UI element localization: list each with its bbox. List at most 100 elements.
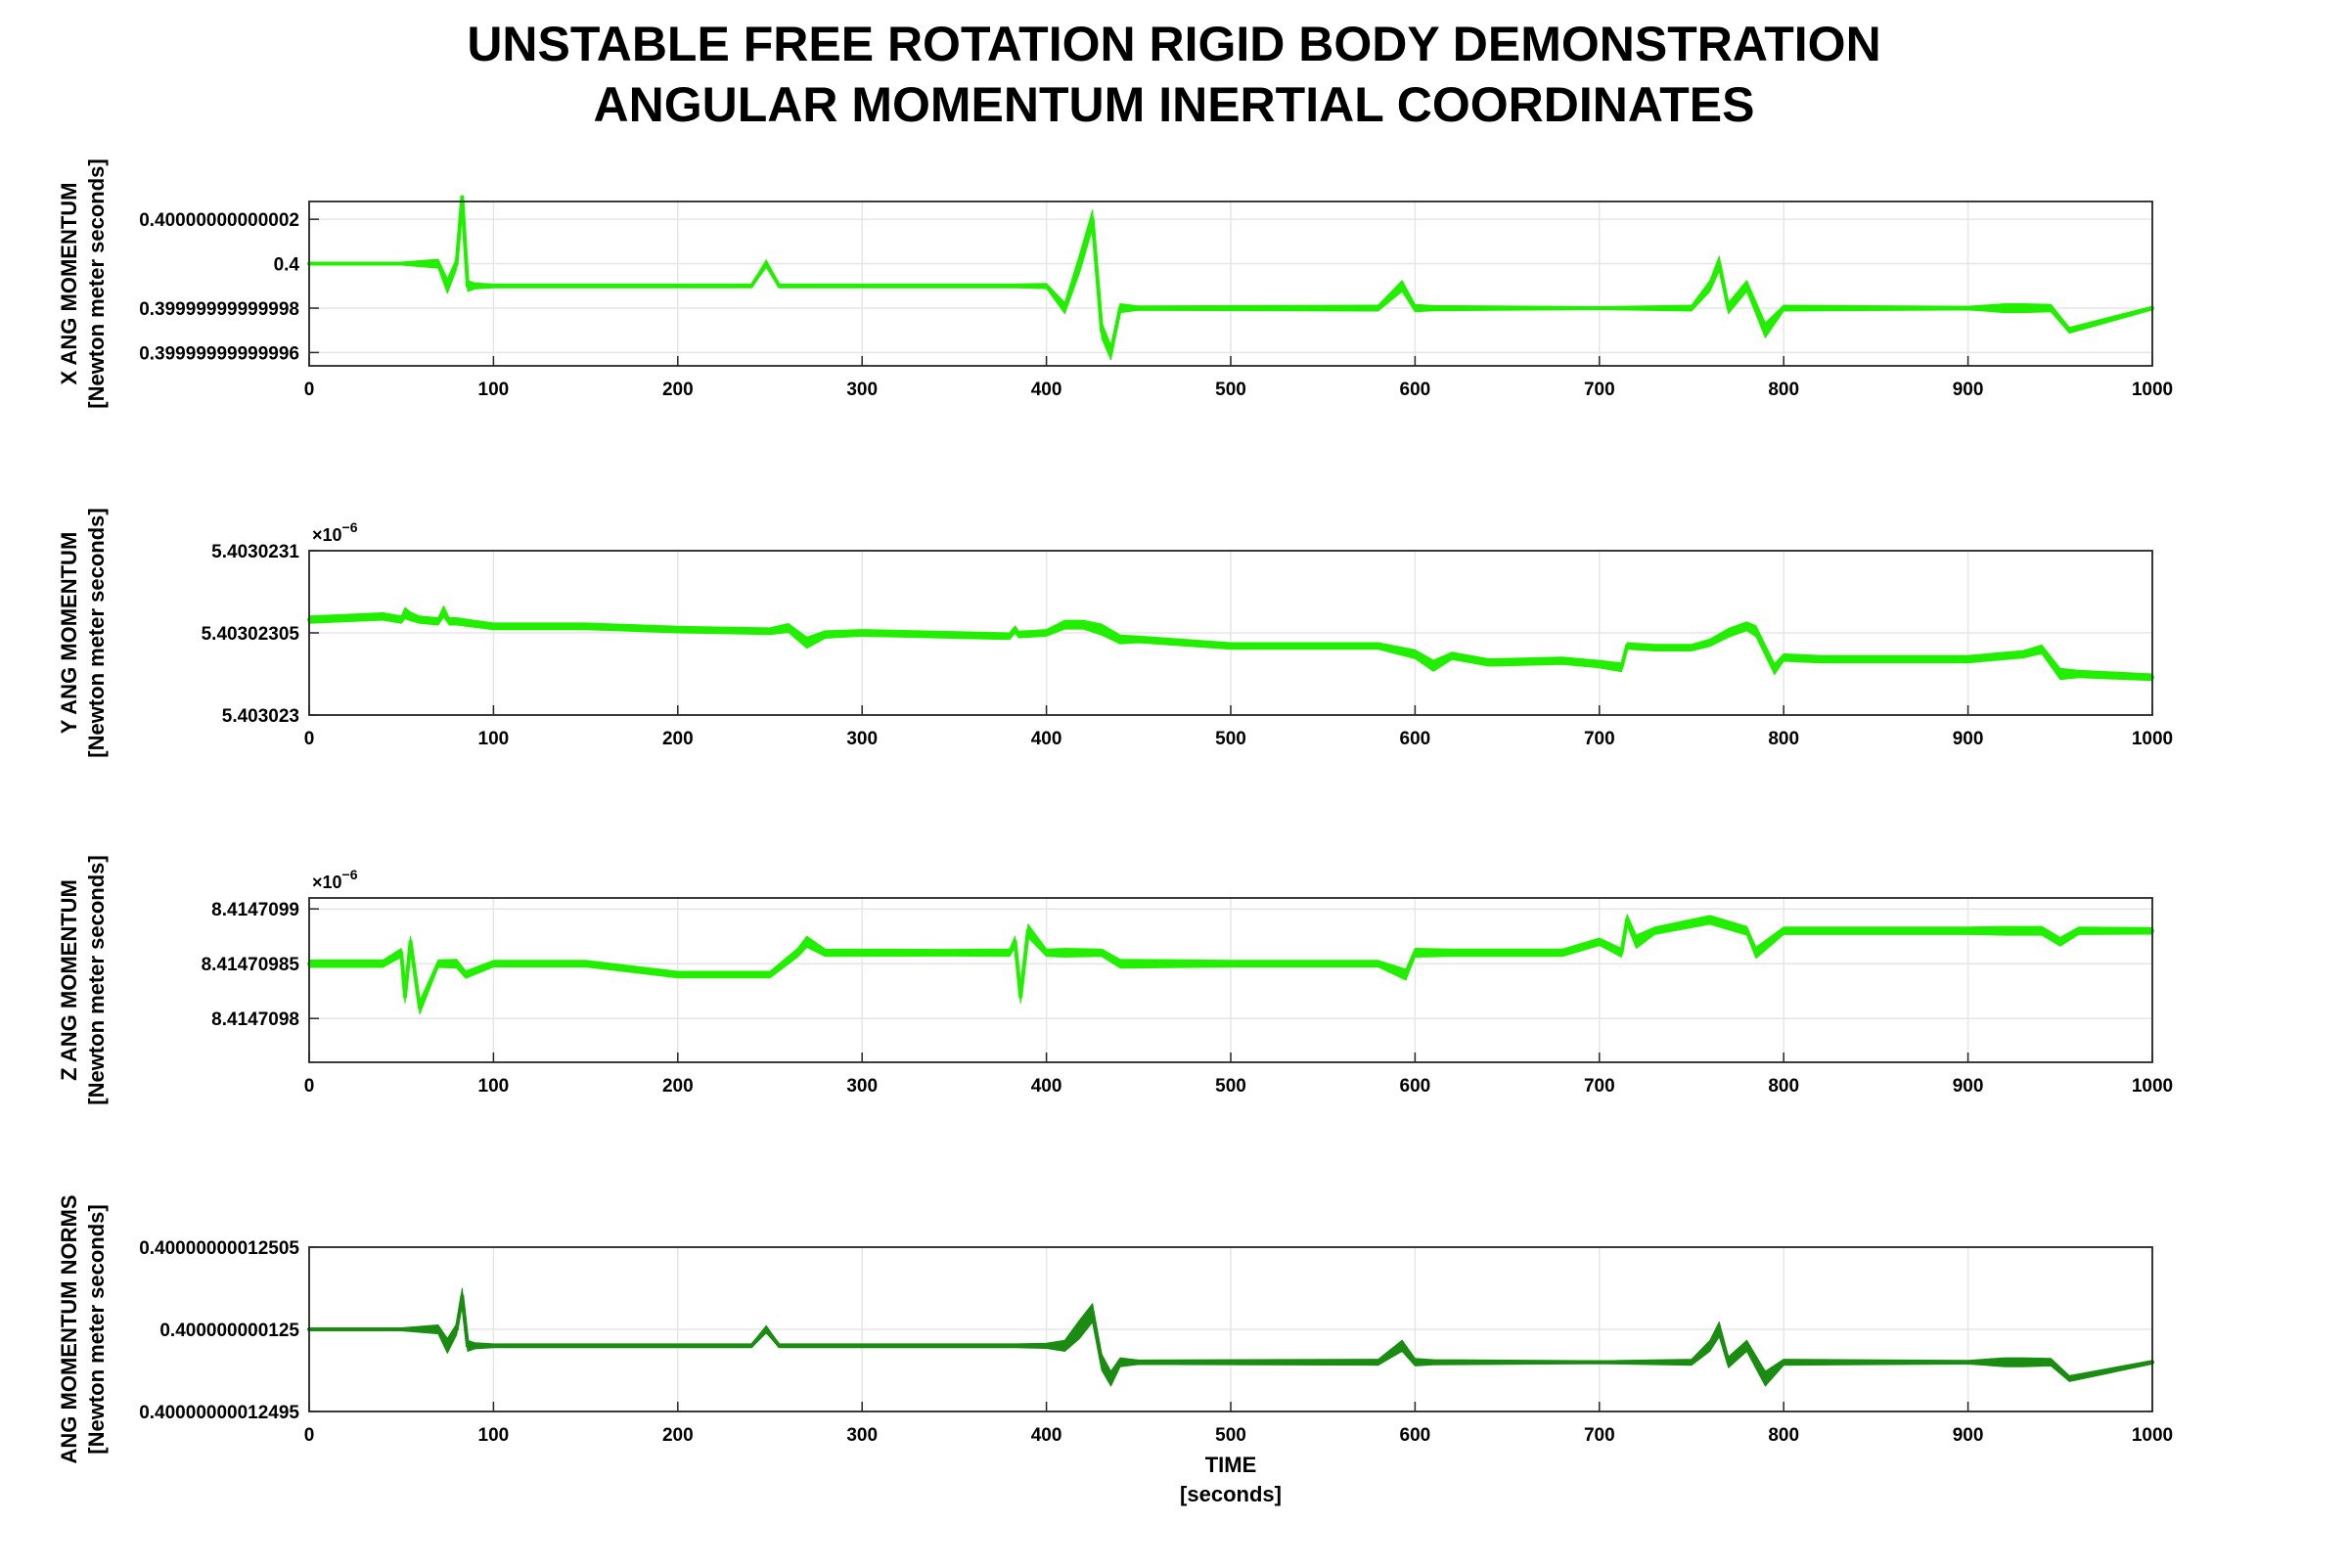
data-point [2040, 928, 2044, 933]
data-point [804, 939, 809, 944]
subplot-2: 0 100 200 300 400 500 600 700 800 900 1000 5.403023… [57, 508, 2173, 758]
data-point [1400, 284, 1405, 289]
data-point [777, 284, 782, 289]
data-point [2003, 928, 2008, 933]
data-point [1450, 653, 1455, 658]
x-tick-label: 600 [1400, 729, 1431, 749]
data-point [399, 1327, 404, 1331]
y-tick-label: 0.4 [274, 255, 300, 276]
data-point [403, 610, 407, 615]
data-point [823, 951, 828, 955]
data-point [1100, 951, 1105, 955]
data-point [2040, 647, 2044, 651]
data-point [1707, 284, 1712, 289]
x-tick-label: 800 [1768, 729, 1799, 749]
x-axis-unit-label: [seconds] [1180, 1482, 1282, 1506]
data-point [435, 261, 440, 266]
x-tick-label: 800 [1768, 380, 1799, 400]
data-point [435, 962, 440, 966]
data-point [2021, 651, 2026, 656]
data-point [1013, 939, 1017, 944]
data-point [1726, 631, 1731, 635]
data-point [399, 261, 404, 266]
data-point [2021, 1360, 2026, 1365]
data-point [1108, 1376, 1113, 1381]
data-point [454, 962, 459, 966]
x-tick-label: 100 [478, 729, 510, 749]
y-tick-label: 5.4030231 [211, 542, 299, 562]
y-tick-label: 0.40000000012495 [139, 1403, 299, 1423]
data-point [749, 284, 754, 289]
data-point [1726, 306, 1731, 310]
subplot-1: 0 100 200 300 400 500 600 700 800 900 1000 0.400000… [57, 158, 2173, 409]
data-point [491, 1343, 496, 1348]
data-point [408, 939, 413, 944]
data-point [1431, 1360, 1436, 1365]
data-point [1376, 1360, 1380, 1365]
data-point [1782, 306, 1786, 310]
axes-frame [308, 1246, 2153, 1412]
axes-frame [308, 201, 2153, 367]
data-point [675, 1343, 680, 1348]
data-point [2067, 1376, 2072, 1381]
y-axis-label: Y ANG MOMENTUM [57, 532, 81, 735]
data-point [1772, 667, 1777, 671]
data-point [445, 1343, 450, 1348]
data-point [1400, 1343, 1405, 1348]
data-point [952, 951, 957, 955]
data-point [804, 641, 809, 646]
x-tick-label: 800 [1768, 1076, 1799, 1097]
data-point [1763, 1376, 1768, 1381]
x-axis-label: TIME [1205, 1453, 1257, 1477]
x-tick-label: 400 [1031, 1425, 1062, 1446]
data-point [1597, 1360, 1602, 1365]
data-point [1062, 622, 1067, 627]
data-point [823, 632, 828, 637]
data-point [2003, 306, 2008, 310]
data-point [1782, 928, 1786, 933]
y-tick-label: 0.400000000125 [159, 1321, 299, 1341]
x-tick-label: 700 [1584, 1076, 1615, 1097]
data-point [454, 1327, 459, 1331]
data-point [2003, 1360, 2008, 1365]
data-point [1652, 928, 1657, 933]
data-point [768, 629, 772, 634]
subplots: 0 100 200 300 400 500 600 700 800 900 10000.400000… [57, 158, 2173, 1506]
data-point [381, 962, 385, 966]
x-tick-label: 0 [304, 1425, 315, 1446]
x-tick-label: 700 [1584, 1425, 1615, 1446]
data-point [1763, 328, 1768, 333]
data-point [466, 1343, 470, 1348]
data-point [1965, 306, 1970, 310]
data-point [1013, 627, 1017, 632]
figure-title-line-2: ANGULAR MOMENTUM INERTIAL COORDINATES [594, 77, 1755, 132]
data-point [1431, 663, 1436, 668]
axes-frame [308, 550, 2153, 716]
data-point [2021, 306, 2026, 310]
x-tick-label: 200 [662, 729, 694, 749]
y-axis-label: X ANG MOMENTUM [57, 183, 81, 385]
axes-frame [308, 897, 2153, 1063]
data-point [1753, 629, 1758, 634]
data-point [1090, 1311, 1095, 1316]
data-point [1090, 217, 1095, 222]
data-point [1652, 646, 1657, 650]
data-point [1744, 284, 1749, 289]
x-tick-label: 0 [304, 729, 315, 749]
data-point [1044, 1343, 1049, 1348]
x-tick-label: 500 [1215, 729, 1246, 749]
x-tick-label: 1000 [2132, 729, 2173, 749]
x-tick-label: 900 [1953, 1425, 1984, 1446]
y-tick-label: 8.4147099 [211, 900, 299, 920]
data-point [491, 624, 496, 629]
data-point [1690, 1360, 1693, 1365]
series-line [308, 609, 2153, 680]
data-point [1726, 1360, 1731, 1365]
data-point [2049, 1360, 2054, 1365]
data-point [1100, 1360, 1105, 1365]
data-point [2067, 328, 2072, 333]
data-point [1782, 655, 1786, 660]
data-point [1744, 1343, 1749, 1348]
data-point [473, 284, 477, 289]
